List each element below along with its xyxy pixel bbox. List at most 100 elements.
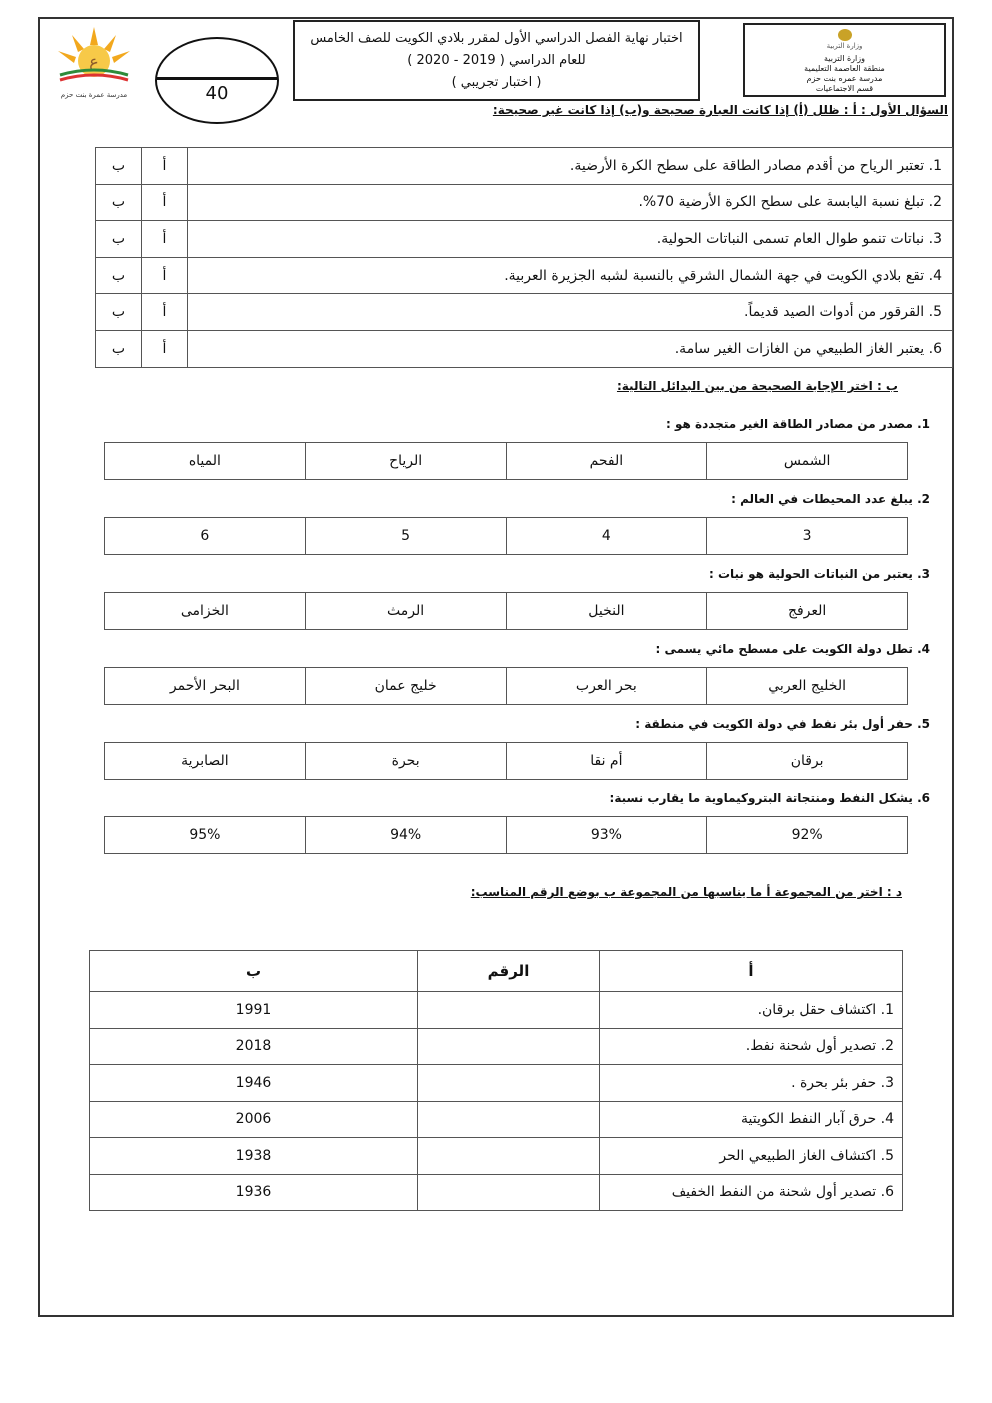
score-divider	[157, 77, 277, 80]
false-option[interactable]: ب	[95, 220, 142, 258]
number-input-cell[interactable]	[417, 1173, 600, 1211]
true-option[interactable]: أ	[141, 293, 188, 331]
table-row: 4. حرق آبار النفط الكويتية 2006	[89, 1100, 903, 1138]
mcq-options-table: 92% 93% 94% 95%	[104, 816, 908, 854]
mcq-option[interactable]: الرمث	[304, 592, 507, 630]
mcq-option[interactable]: بحرة	[304, 742, 507, 780]
mcq-option[interactable]: خليج عمان	[304, 667, 507, 705]
item-b: 1938	[89, 1137, 418, 1175]
column-a-header: أ	[599, 950, 903, 992]
table-row: 1. اكتشاف حقل برقان. 1991	[89, 991, 903, 1029]
ministry-logo-text: وزارة التربية	[826, 42, 863, 50]
school-logo-text: مدرسة عمرة بنت حزم	[60, 91, 128, 99]
mcq-options-table: العرفج النخيل الرمث الخزامى	[104, 592, 908, 630]
mcq-option[interactable]: 94%	[304, 816, 507, 854]
q3-heading: د : اختر من المجموعة أ ما يناسبها من الم…	[470, 885, 902, 899]
exam-type: ( اختبار تجريبي )	[451, 75, 542, 90]
mcq-option[interactable]: البحر الأحمر	[104, 667, 306, 705]
mcq-option[interactable]: العرفج	[706, 592, 908, 630]
true-option[interactable]: أ	[141, 147, 188, 185]
false-option[interactable]: ب	[95, 256, 142, 295]
item-a: 3. حفر بئر بحرة .	[599, 1064, 903, 1102]
true-option[interactable]: أ	[141, 256, 188, 295]
exam-year: للعام الدراسي ( 2019 - 2020 )	[407, 53, 586, 68]
mcq-option[interactable]: الشمس	[706, 442, 908, 480]
matching-table: أ الرقم ب 1. اكتشاف حقل برقان. 1991 2. تصد…	[89, 950, 903, 1211]
item-b: 1946	[89, 1064, 418, 1102]
mcq-option[interactable]: 3	[706, 517, 908, 555]
total-score: 40	[205, 83, 229, 104]
item-a: 4. حرق آبار النفط الكويتية	[599, 1100, 903, 1138]
item-a: 2. تصدير أول شحنة نفط.	[599, 1027, 903, 1065]
mcq-question: 5. حفر أول بئر نفط في دولة الكويت في منط…	[635, 717, 930, 731]
table-row: الشمس الفحم الرياح المياه	[104, 442, 908, 480]
item-b: 1991	[89, 991, 418, 1029]
mcq-option[interactable]: 95%	[104, 816, 306, 854]
true-false-table: 1. تعتبر الرياح من أقدم مصادر الطاقة على…	[95, 147, 953, 368]
mcq-question: 3. يعتبر من النباتات الحولية هو نبات :	[708, 567, 930, 581]
ministry-line: وزارة التربية	[824, 54, 865, 63]
mcq-option[interactable]: 5	[304, 517, 507, 555]
statement: 4. تقع بلادي الكويت في جهة الشمال الشرقي…	[187, 256, 953, 295]
item-a: 1. اكتشاف حقل برقان.	[599, 991, 903, 1029]
number-input-cell[interactable]	[417, 1100, 600, 1138]
number-input-cell[interactable]	[417, 1064, 600, 1102]
statement: 1. تعتبر الرياح من أقدم مصادر الطاقة على…	[187, 147, 953, 185]
mcq-options-table: الشمس الفحم الرياح المياه	[104, 442, 908, 480]
mcq-option[interactable]: 93%	[505, 816, 708, 854]
true-option[interactable]: أ	[141, 329, 188, 368]
mcq-option[interactable]: أم نقا	[505, 742, 708, 780]
item-b: 1936	[89, 1173, 418, 1211]
false-option[interactable]: ب	[95, 329, 142, 368]
mcq-question: 1. مصدر من مصادر الطاقة الغير متجددة هو …	[666, 417, 930, 431]
school-logo: ع مدرسة عمرة بنت حزم	[52, 25, 136, 103]
statement: 3. نباتات تنمو طوال العام تسمى النباتات …	[187, 220, 953, 258]
item-a: 5. اكتشاف الغاز الطبيعي الحر	[599, 1137, 903, 1175]
mcq-option[interactable]: الفحم	[505, 442, 708, 480]
mcq-options-table: برقان أم نقا بحرة الصابرية	[104, 742, 908, 780]
false-option[interactable]: ب	[95, 147, 142, 185]
table-row: 2. تصدير أول شحنة نفط. 2018	[89, 1027, 903, 1065]
number-input-cell[interactable]	[417, 1027, 600, 1065]
exam-title-box: اختبار نهاية الفصل الدراسي الأول لمقرر ب…	[293, 20, 700, 101]
mcq-option[interactable]: برقان	[706, 742, 908, 780]
table-row: 6. يعتبر الغاز الطبيعي من الغازات الغير …	[95, 329, 953, 368]
ministry-emblem-icon	[837, 29, 852, 41]
true-option[interactable]: أ	[141, 183, 188, 222]
statement: 5. القرقور من أدوات الصيد قديماً.	[187, 293, 953, 331]
page-border	[38, 17, 954, 1317]
mcq-option[interactable]: المياه	[104, 442, 306, 480]
mcq-option[interactable]: الخزامى	[104, 592, 306, 630]
school-line: مدرسة عمره بنت حزم	[806, 74, 883, 83]
column-b-header: ب	[89, 950, 418, 992]
mcq-option[interactable]: النخيل	[505, 592, 708, 630]
svg-text:ع: ع	[89, 52, 99, 72]
true-option[interactable]: أ	[141, 220, 188, 258]
mcq-option[interactable]: بحر العرب	[505, 667, 708, 705]
statement: 6. يعتبر الغاز الطبيعي من الغازات الغير …	[187, 329, 953, 368]
q1-heading: السؤال الأول : أ : ظلل (أ) إذا كانت العب…	[492, 103, 948, 117]
false-option[interactable]: ب	[95, 293, 142, 331]
table-row: الخليج العربي بحر العرب خليج عمان البحر الأ…	[104, 667, 908, 705]
mcq-question: 4. تطل دولة الكويت على مسطح مائي يسمى :	[655, 642, 930, 656]
district-line: منطقة العاصمة التعليمية	[804, 64, 885, 73]
item-b: 2018	[89, 1027, 418, 1065]
mcq-option[interactable]: الرياح	[304, 442, 507, 480]
false-option[interactable]: ب	[95, 183, 142, 222]
mcq-option[interactable]: الخليج العربي	[706, 667, 908, 705]
mcq-option[interactable]: 4	[505, 517, 708, 555]
mcq-option[interactable]: الصابرية	[104, 742, 306, 780]
mcq-option[interactable]: 92%	[706, 816, 908, 854]
ministry-box: وزارة التربية وزارة التربية منطقة العاصم…	[743, 23, 946, 97]
number-input-cell[interactable]	[417, 991, 600, 1029]
table-row: 5. القرقور من أدوات الصيد قديماً. أ ب	[95, 293, 953, 331]
mcq-option[interactable]: 6	[104, 517, 306, 555]
table-row: 6. تصدير أول شحنة من النفط الخفيف 1936	[89, 1173, 903, 1211]
mcq-options-table: الخليج العربي بحر العرب خليج عمان البحر الأ…	[104, 667, 908, 705]
number-input-cell[interactable]	[417, 1137, 600, 1175]
mcq-question: 2. يبلغ عدد المحيطات في العالم :	[731, 492, 930, 506]
table-row: 3. نباتات تنمو طوال العام تسمى النباتات …	[95, 220, 953, 258]
q2-heading: ب : اختر الإجابة الصحيحة من بين البدائل …	[616, 379, 898, 393]
